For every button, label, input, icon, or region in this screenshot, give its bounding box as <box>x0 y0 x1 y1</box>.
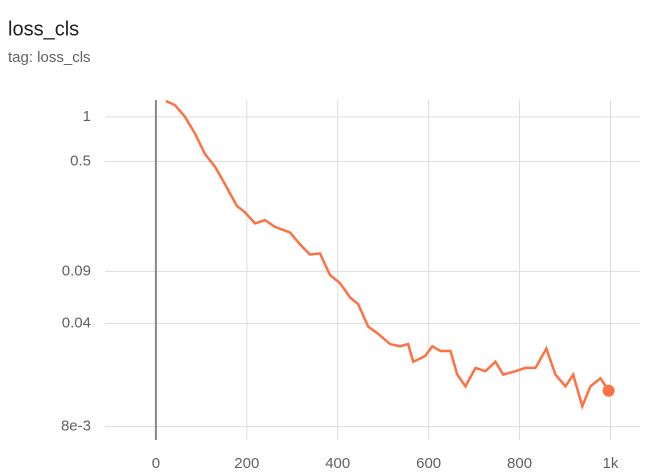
chart-title: loss_cls <box>8 18 79 40</box>
x-tick-label: 600 <box>416 455 441 472</box>
chart: loss_cls tag: loss_cls 1 0.5 0.09 0.04 8e-3 0… <box>0 0 646 474</box>
x-tick-label: 200 <box>234 455 259 472</box>
y-tick-label: 0.5 <box>70 152 91 169</box>
y-tick-label: 8e-3 <box>61 418 91 435</box>
x-tick-label: 400 <box>325 455 350 472</box>
x-tick-label: 1k <box>603 455 619 472</box>
x-tick-label: 0 <box>152 455 160 472</box>
y-tick-label: 1 <box>83 108 91 125</box>
chart-subtitle: tag: loss_cls <box>8 49 91 66</box>
page: {"chart_data": {"type": "line", "title":… <box>0 0 646 474</box>
line-series <box>166 101 609 406</box>
x-tick-label: 800 <box>507 455 532 472</box>
y-tick-label: 0.04 <box>62 314 91 331</box>
y-tick-label: 0.09 <box>62 262 91 279</box>
last-point <box>603 385 615 397</box>
